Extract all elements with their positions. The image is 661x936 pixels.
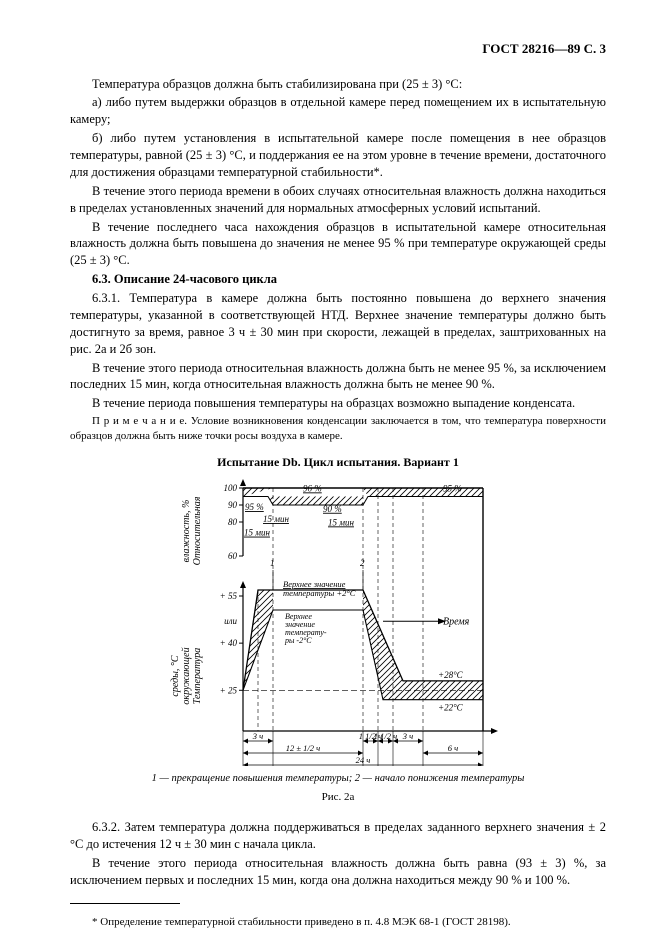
svg-text:15 мин: 15 мин (328, 517, 354, 527)
svg-text:95 %: 95 % (443, 483, 462, 493)
svg-text:3 ч: 3 ч (402, 731, 413, 741)
svg-text:1 1/2 ч: 1 1/2 ч (374, 731, 397, 741)
svg-text:1: 1 (270, 558, 275, 568)
para-6-3-2b: В течение этого периода относительная вл… (70, 855, 606, 889)
svg-text:12 ± 1/2 ч: 12 ± 1/2 ч (286, 743, 320, 753)
page-header: ГОСТ 28216—89 С. 3 (70, 40, 606, 58)
para-2: а) либо путем выдержки образцов в отдель… (70, 94, 606, 128)
para-4: В течение этого периода времени в обоих … (70, 183, 606, 217)
svg-text:ры -2°С: ры -2°С (284, 636, 312, 645)
svg-text:окружающей: окружающей (181, 647, 192, 704)
svg-text:Относительная: Относительная (192, 496, 203, 565)
svg-text:+28°С: +28°С (438, 670, 464, 680)
svg-text:Температура: Температура (192, 648, 203, 705)
note: П р и м е ч а н и е. Условие возникновен… (70, 414, 606, 444)
svg-text:96 %: 96 % (303, 483, 322, 493)
figure-caption: 1 — прекращение повышения температуры; 2… (70, 772, 606, 786)
svg-text:2: 2 (360, 558, 365, 568)
svg-text:95 %: 95 % (245, 502, 264, 512)
svg-text:температуры +2°С: температуры +2°С (283, 588, 356, 598)
svg-text:+22°С: +22°С (438, 703, 464, 713)
para-3: б) либо путем установления в испытательн… (70, 130, 606, 181)
svg-text:80: 80 (228, 517, 238, 527)
para-6-3-1: 6.3.1. Температура в камере должна быть … (70, 290, 606, 358)
cycle-diagram: 60 80 90 100 96 % 95 % 95 % 90 % 15 мин 15 мин 15 … (168, 476, 508, 766)
svg-text:Время: Время (443, 616, 470, 627)
svg-text:среды, °С: среды, °С (170, 655, 181, 696)
svg-text:60: 60 (228, 551, 238, 561)
svg-text:90: 90 (228, 500, 238, 510)
svg-text:+ 25: + 25 (220, 685, 238, 695)
svg-text:+ 40: + 40 (220, 638, 238, 648)
footnote-rule (70, 903, 180, 904)
para-1: Температура образцов должна быть стабили… (70, 76, 606, 93)
para-6-3-1c: В течение периода повышения температуры … (70, 395, 606, 412)
para-6-3-1b: В течение этого периода относительная вл… (70, 360, 606, 394)
footnote: * Определение температурной стабильности… (70, 915, 606, 930)
figure-title: Испытание Db. Цикл испытания. Вариант 1 (70, 454, 606, 470)
svg-text:90 %: 90 % (323, 504, 342, 514)
para-5: В течение последнего часа нахождения обр… (70, 219, 606, 270)
svg-text:100: 100 (224, 483, 238, 493)
svg-text:6 ч: 6 ч (448, 743, 458, 753)
svg-text:15 мин: 15 мин (263, 514, 289, 524)
svg-text:или: или (224, 616, 237, 626)
heading-6-3: 6.3. Описание 24-часового цикла (70, 271, 606, 288)
svg-text:15 мин: 15 мин (244, 528, 270, 538)
svg-text:3 ч: 3 ч (252, 731, 263, 741)
para-6-3-2: 6.3.2. Затем температура должна поддержи… (70, 819, 606, 853)
figure-label: Рис. 2а (70, 790, 606, 805)
svg-text:+ 55: + 55 (220, 591, 238, 601)
figure-2a: 60 80 90 100 96 % 95 % 95 % 90 % 15 мин 15 мин 15 … (70, 476, 606, 766)
svg-text:влажность, %: влажность, % (181, 500, 192, 563)
